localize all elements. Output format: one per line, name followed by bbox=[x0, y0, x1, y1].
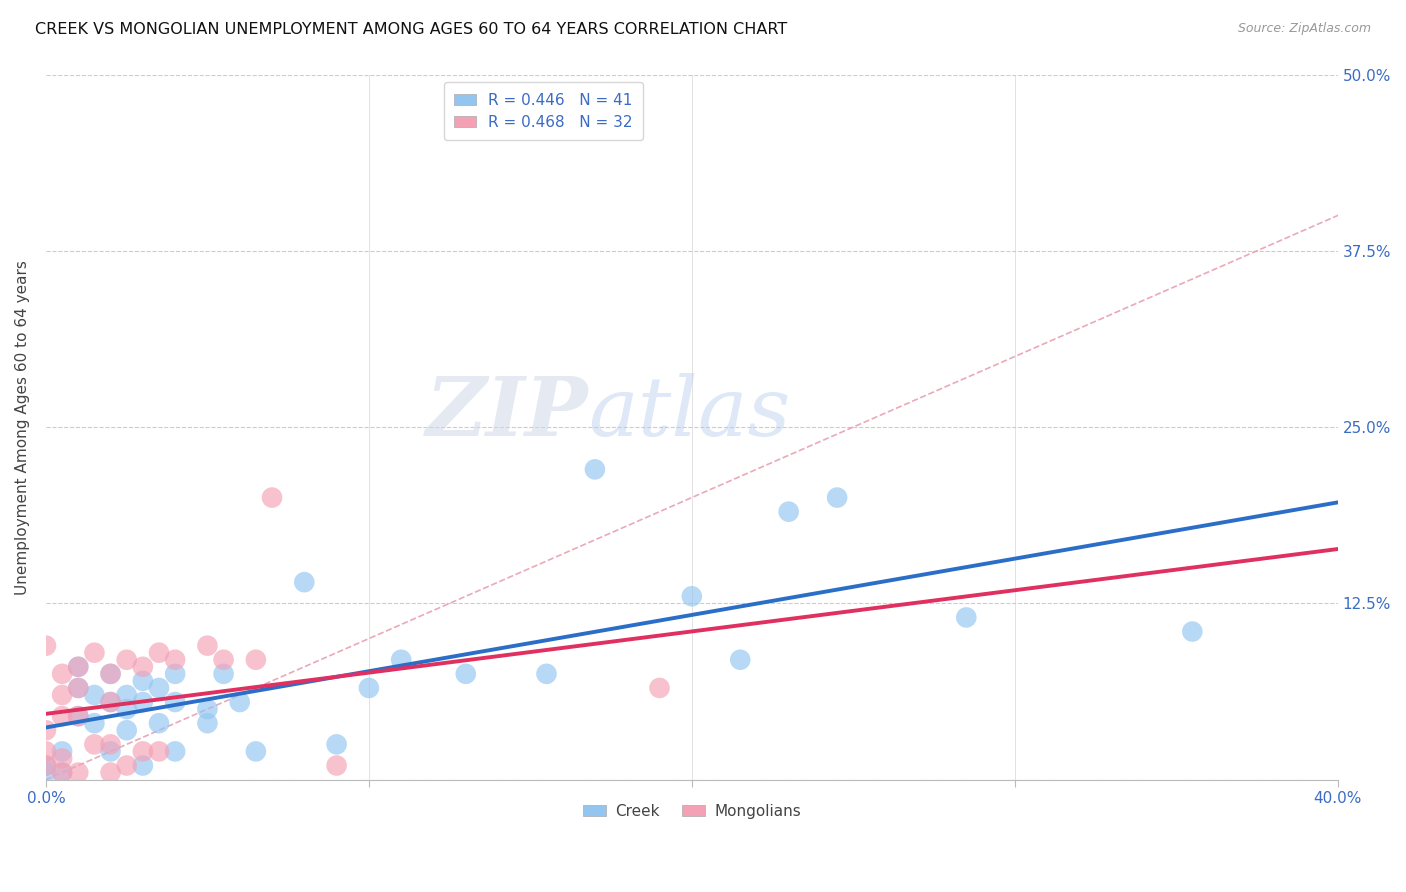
Point bbox=[148, 646, 170, 660]
Point bbox=[165, 695, 187, 709]
Point bbox=[825, 491, 848, 505]
Point bbox=[212, 666, 235, 681]
Legend: Creek, Mongolians: Creek, Mongolians bbox=[576, 797, 807, 825]
Point bbox=[51, 765, 73, 780]
Point bbox=[245, 744, 267, 758]
Point bbox=[132, 695, 155, 709]
Point bbox=[100, 666, 122, 681]
Text: CREEK VS MONGOLIAN UNEMPLOYMENT AMONG AGES 60 TO 64 YEARS CORRELATION CHART: CREEK VS MONGOLIAN UNEMPLOYMENT AMONG AG… bbox=[35, 22, 787, 37]
Point bbox=[115, 758, 138, 772]
Point bbox=[35, 744, 58, 758]
Point bbox=[778, 505, 800, 519]
Point bbox=[67, 765, 90, 780]
Y-axis label: Unemployment Among Ages 60 to 64 years: Unemployment Among Ages 60 to 64 years bbox=[15, 260, 30, 594]
Point bbox=[165, 666, 187, 681]
Point bbox=[100, 737, 122, 751]
Point bbox=[51, 688, 73, 702]
Point bbox=[51, 751, 73, 765]
Point bbox=[583, 462, 606, 476]
Point bbox=[100, 695, 122, 709]
Point bbox=[51, 709, 73, 723]
Point bbox=[228, 695, 250, 709]
Text: Source: ZipAtlas.com: Source: ZipAtlas.com bbox=[1237, 22, 1371, 36]
Point bbox=[132, 660, 155, 674]
Text: ZIP: ZIP bbox=[426, 373, 589, 453]
Point bbox=[325, 758, 347, 772]
Point bbox=[260, 491, 283, 505]
Point bbox=[132, 758, 155, 772]
Point bbox=[100, 695, 122, 709]
Point bbox=[67, 681, 90, 695]
Point bbox=[212, 653, 235, 667]
Point bbox=[454, 666, 477, 681]
Point bbox=[115, 688, 138, 702]
Point bbox=[35, 758, 58, 772]
Point bbox=[728, 653, 751, 667]
Point bbox=[165, 653, 187, 667]
Point bbox=[115, 653, 138, 667]
Point bbox=[67, 709, 90, 723]
Point bbox=[536, 666, 558, 681]
Point bbox=[955, 610, 977, 624]
Point bbox=[35, 723, 58, 738]
Point bbox=[197, 702, 219, 716]
Point bbox=[67, 660, 90, 674]
Point bbox=[681, 589, 703, 603]
Text: atlas: atlas bbox=[589, 373, 790, 453]
Point bbox=[245, 653, 267, 667]
Point bbox=[148, 716, 170, 731]
Point bbox=[83, 646, 105, 660]
Point bbox=[100, 765, 122, 780]
Point bbox=[165, 744, 187, 758]
Point bbox=[197, 716, 219, 731]
Point bbox=[148, 744, 170, 758]
Point bbox=[51, 765, 73, 780]
Point bbox=[35, 765, 58, 780]
Point bbox=[648, 681, 671, 695]
Point bbox=[67, 709, 90, 723]
Point bbox=[83, 688, 105, 702]
Point bbox=[325, 737, 347, 751]
Point bbox=[115, 702, 138, 716]
Point bbox=[67, 660, 90, 674]
Point bbox=[51, 666, 73, 681]
Point bbox=[292, 575, 315, 590]
Point bbox=[357, 681, 380, 695]
Point bbox=[197, 639, 219, 653]
Point bbox=[67, 681, 90, 695]
Point bbox=[83, 737, 105, 751]
Point bbox=[148, 681, 170, 695]
Point bbox=[100, 744, 122, 758]
Point bbox=[35, 758, 58, 772]
Point bbox=[35, 639, 58, 653]
Point bbox=[51, 744, 73, 758]
Point bbox=[132, 744, 155, 758]
Point bbox=[1181, 624, 1204, 639]
Point bbox=[132, 673, 155, 688]
Point bbox=[100, 666, 122, 681]
Point bbox=[115, 723, 138, 738]
Point bbox=[83, 716, 105, 731]
Point bbox=[389, 653, 412, 667]
